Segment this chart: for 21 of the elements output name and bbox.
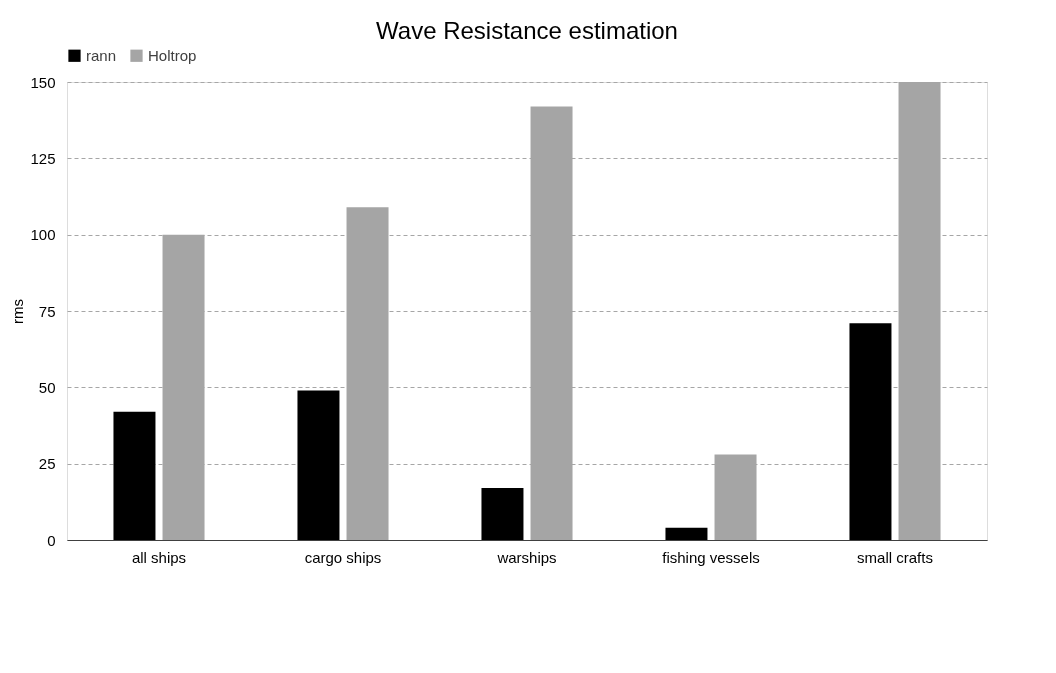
x-tick-label: warships: [496, 548, 557, 566]
y-tick-label: 150: [30, 73, 56, 91]
x-tick-label: small crafts: [857, 548, 933, 566]
bar: [481, 488, 524, 540]
y-tick-label: 50: [38, 378, 56, 396]
y-tick-label: 125: [30, 149, 56, 167]
y-tick-label: 0: [47, 531, 56, 549]
legend-label: Holtrop: [148, 46, 197, 64]
chart-title: Wave Resistance estimation: [376, 17, 678, 44]
bar: [113, 411, 156, 540]
bar: [665, 527, 708, 540]
x-tick-label: fishing vessels: [662, 548, 760, 566]
y-tick-label: 100: [30, 226, 56, 244]
bar: [849, 323, 892, 540]
bar: [297, 390, 340, 540]
y-tick-label: 75: [38, 302, 56, 320]
legend-label: rann: [86, 46, 117, 64]
y-tick-label: 25: [38, 455, 56, 473]
y-axis-title: rms: [9, 299, 27, 324]
x-tick-label: cargo ships: [304, 548, 382, 566]
x-tick-label: all ships: [131, 548, 187, 566]
